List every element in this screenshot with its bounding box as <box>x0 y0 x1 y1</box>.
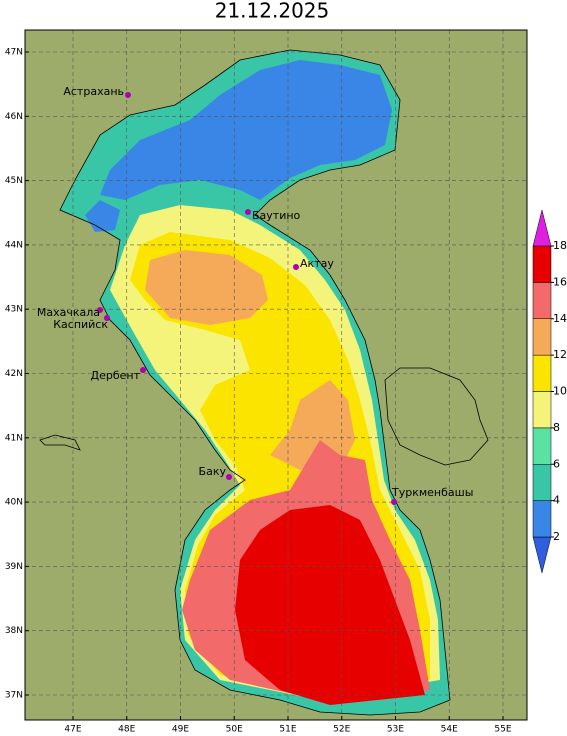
lon-label: 53E <box>387 725 404 735</box>
lake-outline <box>39 434 81 451</box>
colorbar-label: 6 <box>553 457 560 470</box>
colorbar-label: 4 <box>553 494 560 507</box>
city-label: Махачкала <box>37 306 100 319</box>
colorbar-label: 14 <box>553 312 567 325</box>
city-marker <box>97 307 103 313</box>
frame <box>24 29 528 721</box>
lon-label: 52E <box>333 725 350 735</box>
colorbar-label: 10 <box>553 385 567 398</box>
city-marker <box>293 264 299 270</box>
lake-outline <box>384 367 489 466</box>
lat-label: 46N <box>5 112 23 122</box>
city-marker <box>226 474 232 480</box>
lat-label: 39N <box>5 562 23 572</box>
colorbar-extend <box>532 209 552 247</box>
colorbar-band <box>532 354 552 392</box>
title: 21.12.2025 <box>215 0 330 23</box>
lat-label: 41N <box>5 433 23 443</box>
lat-label: 37N <box>5 691 23 701</box>
colorbar-label: 12 <box>553 348 567 361</box>
city-label: Каспийск <box>53 318 108 331</box>
colorbar-band <box>532 500 552 538</box>
city-label: Баку <box>199 465 227 478</box>
lon-label: 48E <box>118 725 135 735</box>
colorbar-band <box>532 391 552 429</box>
city-marker <box>391 499 397 505</box>
lon-label: 51E <box>279 725 296 735</box>
lat-label: 40N <box>5 498 23 508</box>
lat-label: 45N <box>5 176 23 186</box>
colorbar-band <box>532 318 552 356</box>
sea-region <box>100 60 392 200</box>
colorbar-extend <box>532 536 552 574</box>
sea-region <box>145 250 268 325</box>
sea-region <box>85 200 120 232</box>
city-marker <box>140 367 146 373</box>
city-label: Актау <box>300 257 334 270</box>
lat-label: 47N <box>5 48 23 58</box>
city-label: Дербент <box>91 369 141 382</box>
sea-region <box>235 505 425 705</box>
colorbar-band <box>532 245 552 283</box>
colorbar-label: 2 <box>553 530 560 543</box>
grid <box>25 30 527 720</box>
colorbar-band <box>532 464 552 501</box>
lat-label: 38N <box>5 626 23 636</box>
sea <box>59 49 451 716</box>
coastline <box>59 49 451 716</box>
colorbar-label: 8 <box>553 421 560 434</box>
lon-label: 47E <box>64 725 81 735</box>
city-label: Туркменбашы <box>391 486 473 499</box>
colorbar-label: 18 <box>553 239 567 252</box>
lon-label: 49E <box>172 725 189 735</box>
lon-label: 54E <box>441 725 458 735</box>
lon-label: 50E <box>226 725 243 735</box>
colorbar-band <box>532 427 552 465</box>
city-label: Баутино <box>252 209 301 222</box>
lat-label: 42N <box>5 369 23 379</box>
lon-label: 55E <box>494 725 511 735</box>
colorbar-label: 16 <box>553 275 567 288</box>
sea-region <box>270 380 355 470</box>
city-marker <box>125 92 131 98</box>
lat-label: 43N <box>5 305 23 315</box>
colorbar-band <box>532 282 552 319</box>
lat-label: 44N <box>5 240 23 250</box>
city-label: Астрахань <box>63 85 124 98</box>
city-marker <box>245 209 251 215</box>
city-marker <box>104 315 110 321</box>
